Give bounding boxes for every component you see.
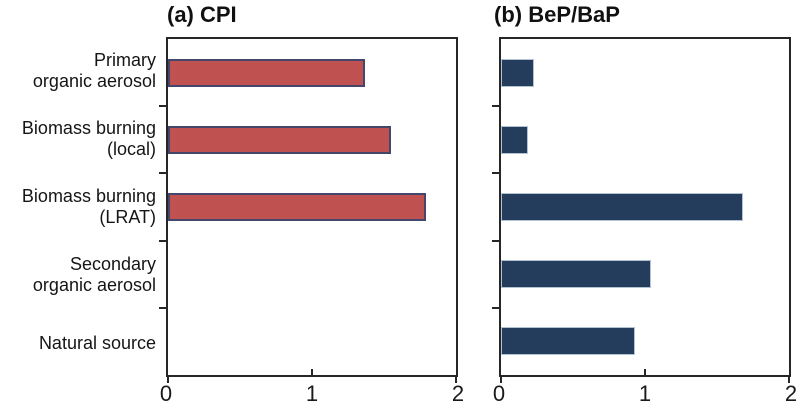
- x-axis-tick-label: 1: [305, 381, 319, 406]
- y-axis-tick: [492, 172, 500, 175]
- bar: [501, 327, 635, 356]
- bar-row: [501, 106, 789, 173]
- y-axis-tick: [159, 306, 167, 309]
- panel-b-plot: [492, 37, 791, 383]
- bar: [501, 260, 651, 289]
- y-axis-tick: [159, 172, 167, 175]
- y-axis-tick: [492, 105, 500, 108]
- x-axis-tick: [644, 369, 646, 375]
- y-axis-tick: [159, 239, 167, 242]
- bar-row: [501, 308, 789, 375]
- x-axis-tick: [311, 369, 313, 375]
- bar-row: [501, 241, 789, 308]
- category-label: Biomass burning (local): [21, 118, 156, 159]
- bar-row: [168, 241, 456, 308]
- x-axis-tick: [788, 376, 790, 383]
- x-axis-tick-label: 2: [451, 381, 465, 406]
- x-axis-tick-label: 1: [638, 381, 652, 406]
- x-axis-tick: [167, 376, 169, 383]
- panel-a-title: (a) CPI: [167, 2, 237, 27]
- bar-row: [168, 39, 456, 106]
- bar: [168, 125, 392, 154]
- category-labels: Primary organic aerosol Biomass burning (…: [0, 37, 158, 377]
- panel-a-plot: [159, 37, 458, 383]
- bar: [501, 58, 535, 87]
- y-axis-tick: [492, 239, 500, 242]
- bar: [501, 193, 743, 221]
- category-label: Secondary organic aerosol: [32, 254, 156, 295]
- panel-b-xaxis: 0 1 2: [493, 381, 797, 408]
- bar-row: [168, 106, 456, 173]
- category-label: Natural source: [38, 332, 156, 353]
- panel-b-title: (b) BeP/BaP: [494, 2, 620, 27]
- bar: [168, 58, 366, 87]
- bar: [168, 193, 426, 221]
- category-label: Primary organic aerosol: [32, 50, 156, 91]
- x-axis-tick-label: 0: [492, 381, 506, 406]
- bar-row: [501, 39, 789, 106]
- x-axis-tick: [500, 376, 502, 383]
- category-label: Biomass burning (LRAT): [21, 186, 156, 227]
- bar: [501, 125, 529, 154]
- bar-row: [168, 173, 456, 240]
- panel-a-xaxis: 0 1 2: [160, 381, 464, 408]
- bar-row: [168, 308, 456, 375]
- x-axis-tick-label: 0: [159, 381, 173, 406]
- bar-row: [501, 173, 789, 240]
- y-axis-tick: [159, 105, 167, 108]
- x-axis-tick: [455, 376, 457, 383]
- x-axis-tick-label: 2: [784, 381, 798, 406]
- y-axis-tick: [492, 306, 500, 309]
